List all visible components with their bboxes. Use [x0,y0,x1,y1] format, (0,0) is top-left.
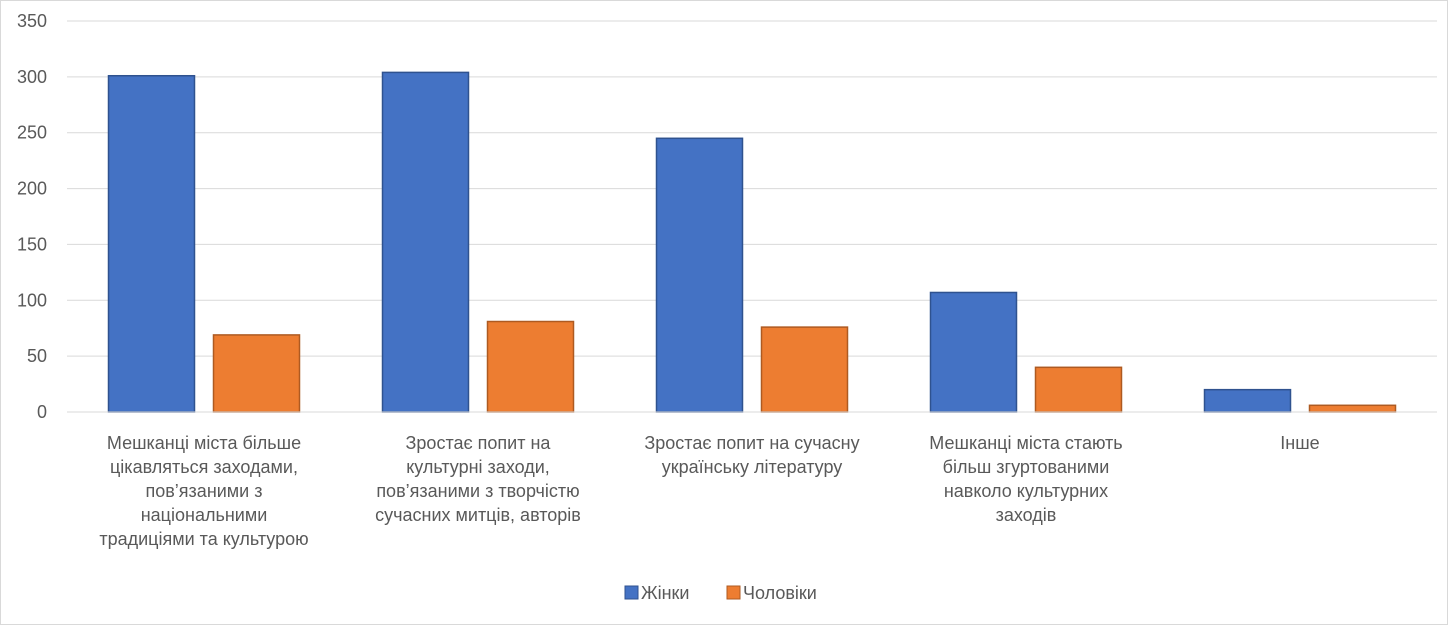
y-tick-label: 0 [37,402,47,422]
bar-women [1203,388,1292,413]
category-label: Зростає попит на сучасну українську літер… [644,433,859,477]
bar-women [929,291,1018,413]
legend-swatch-men [726,585,741,600]
category-label: Мешканці міста стають більш згуртованими н… [929,433,1122,525]
y-tick-label: 250 [17,123,47,143]
y-tick-label: 100 [17,290,47,310]
bar-women [655,137,744,413]
y-tick-label: 200 [17,179,47,199]
gridlines [67,20,1437,357]
category-label: Мешканці міста більше цікавляться заходам… [99,433,308,549]
y-tick-label: 150 [17,234,47,254]
legend: Жінки Чоловіки [624,583,817,603]
bars [107,71,1397,413]
legend-swatch-women [624,585,639,600]
bar-women [381,71,470,413]
bar-men [1034,366,1123,413]
y-axis-ticks: 0 50 100 150 200 250 300 350 [17,11,47,422]
bar-women [107,74,196,413]
legend-label-men: Чоловіки [743,583,817,603]
bar-men [760,326,849,413]
y-tick-label: 300 [17,67,47,87]
bar-men [212,334,301,413]
bar-men [1308,404,1397,413]
category-labels: Мешканці міста більше цікавляться заходам… [99,433,1319,549]
category-label: Зростає попит на культурні заходи, пов’яза… [375,433,581,525]
category-label: Інше [1280,433,1319,453]
legend-label-women: Жінки [641,583,690,603]
y-tick-label: 50 [27,346,47,366]
bar-men [486,320,575,413]
y-tick-label: 350 [17,11,47,31]
